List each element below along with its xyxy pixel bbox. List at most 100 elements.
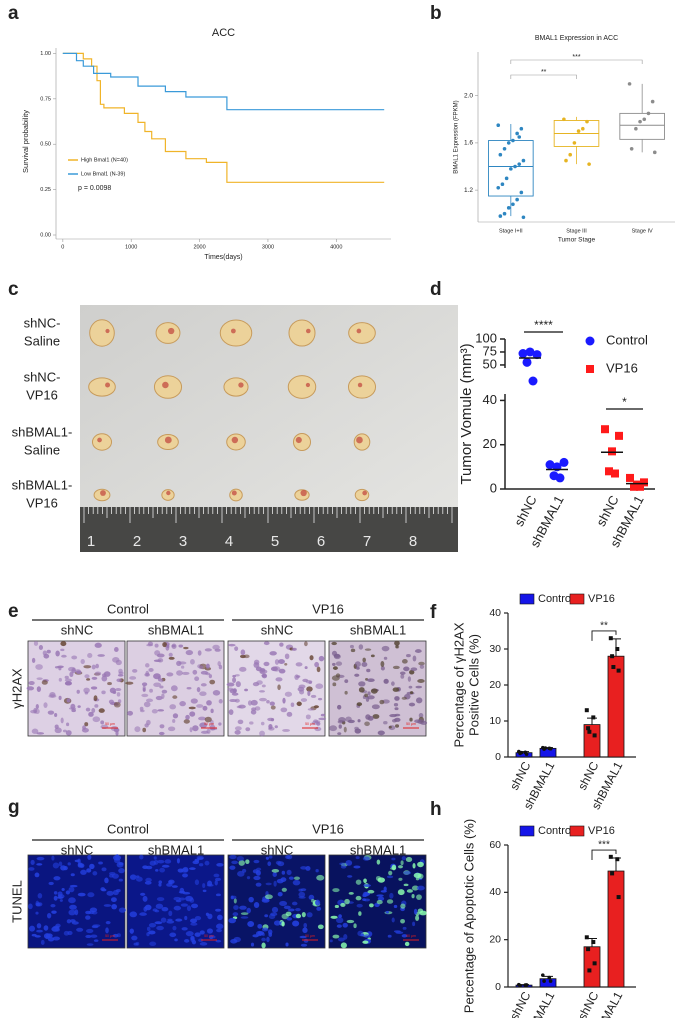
legend-swatch <box>569 825 585 837</box>
x-tick-label: 4000 <box>330 244 342 250</box>
cell <box>292 920 300 927</box>
cell <box>249 721 254 725</box>
row-label: VP16 <box>26 495 58 510</box>
cell <box>233 936 241 943</box>
cell <box>153 856 157 860</box>
cell <box>315 683 324 689</box>
cell <box>363 884 371 887</box>
cell <box>308 894 315 900</box>
data-point <box>652 150 657 155</box>
cell <box>331 641 337 646</box>
cell <box>69 919 76 923</box>
cell <box>358 681 366 687</box>
cell <box>316 874 325 881</box>
cell <box>95 663 99 669</box>
cell <box>309 655 314 661</box>
x-tick-label: 1000 <box>125 244 137 250</box>
cell <box>370 688 378 694</box>
cell <box>273 880 277 887</box>
cell <box>36 923 42 929</box>
cell <box>418 661 425 666</box>
cell <box>116 692 121 697</box>
data-point <box>541 973 545 977</box>
cell <box>245 859 250 865</box>
ruler-number: 2 <box>133 533 141 550</box>
cell <box>87 892 95 898</box>
cell <box>92 924 101 928</box>
data-point <box>504 176 509 181</box>
cell <box>36 863 43 866</box>
cell <box>257 931 265 936</box>
cell <box>57 894 65 899</box>
tumor <box>354 488 370 502</box>
cell <box>43 925 49 931</box>
cell <box>135 875 140 878</box>
data-point <box>587 162 591 166</box>
cell <box>301 912 306 918</box>
cell <box>129 911 138 918</box>
cell <box>90 934 98 938</box>
cell <box>285 911 292 917</box>
legend-swatch <box>569 593 585 605</box>
tumor <box>223 377 249 397</box>
y-tick-label: 0 <box>495 981 501 993</box>
cell <box>291 647 296 651</box>
data-point <box>543 746 548 750</box>
cell <box>383 721 388 725</box>
cell <box>58 666 62 671</box>
cell <box>283 905 291 910</box>
cell <box>53 876 61 881</box>
data-point <box>615 647 620 651</box>
cell <box>400 903 406 909</box>
bar <box>539 978 557 988</box>
tumor <box>348 322 376 344</box>
cell <box>153 682 162 687</box>
legend-swatch <box>519 825 535 837</box>
cell <box>318 655 325 662</box>
data-point <box>610 654 615 659</box>
significance-bracket <box>510 74 577 79</box>
cell <box>132 668 138 673</box>
cell <box>240 916 249 919</box>
tumor-spot <box>238 382 244 388</box>
data-point <box>548 979 553 983</box>
cell <box>267 861 272 867</box>
y-tick-label: 0.25 <box>40 187 51 193</box>
cell <box>379 699 385 705</box>
cell <box>46 649 51 654</box>
cell <box>376 894 384 897</box>
cell <box>281 870 286 875</box>
cell <box>264 914 269 918</box>
cell <box>275 677 283 682</box>
cell <box>159 685 164 689</box>
data-point <box>592 961 597 966</box>
cell <box>145 865 153 870</box>
cell <box>246 907 251 914</box>
cell <box>172 718 176 723</box>
cell <box>33 707 38 714</box>
data-point <box>581 126 585 131</box>
chart-title: BMAL1 Expression in ACC <box>535 35 618 42</box>
cell <box>363 878 367 884</box>
legend-label: VP16 <box>588 825 615 837</box>
cell <box>383 656 388 660</box>
cell <box>306 686 313 692</box>
y-tick-label: 20 <box>489 933 501 945</box>
cell <box>98 708 105 713</box>
cell <box>347 875 353 878</box>
cell <box>229 854 237 860</box>
cell <box>417 873 424 879</box>
y-tick-label: 60 <box>489 839 501 851</box>
cell <box>51 855 55 861</box>
cell <box>84 674 90 679</box>
cell <box>268 913 276 920</box>
row-label: shBMAL1- <box>12 477 73 492</box>
cell <box>279 900 288 907</box>
cell <box>158 880 163 884</box>
cell <box>61 887 65 891</box>
cell <box>65 730 72 736</box>
cell <box>185 895 194 902</box>
data-point <box>587 968 592 973</box>
data-point <box>517 135 522 139</box>
